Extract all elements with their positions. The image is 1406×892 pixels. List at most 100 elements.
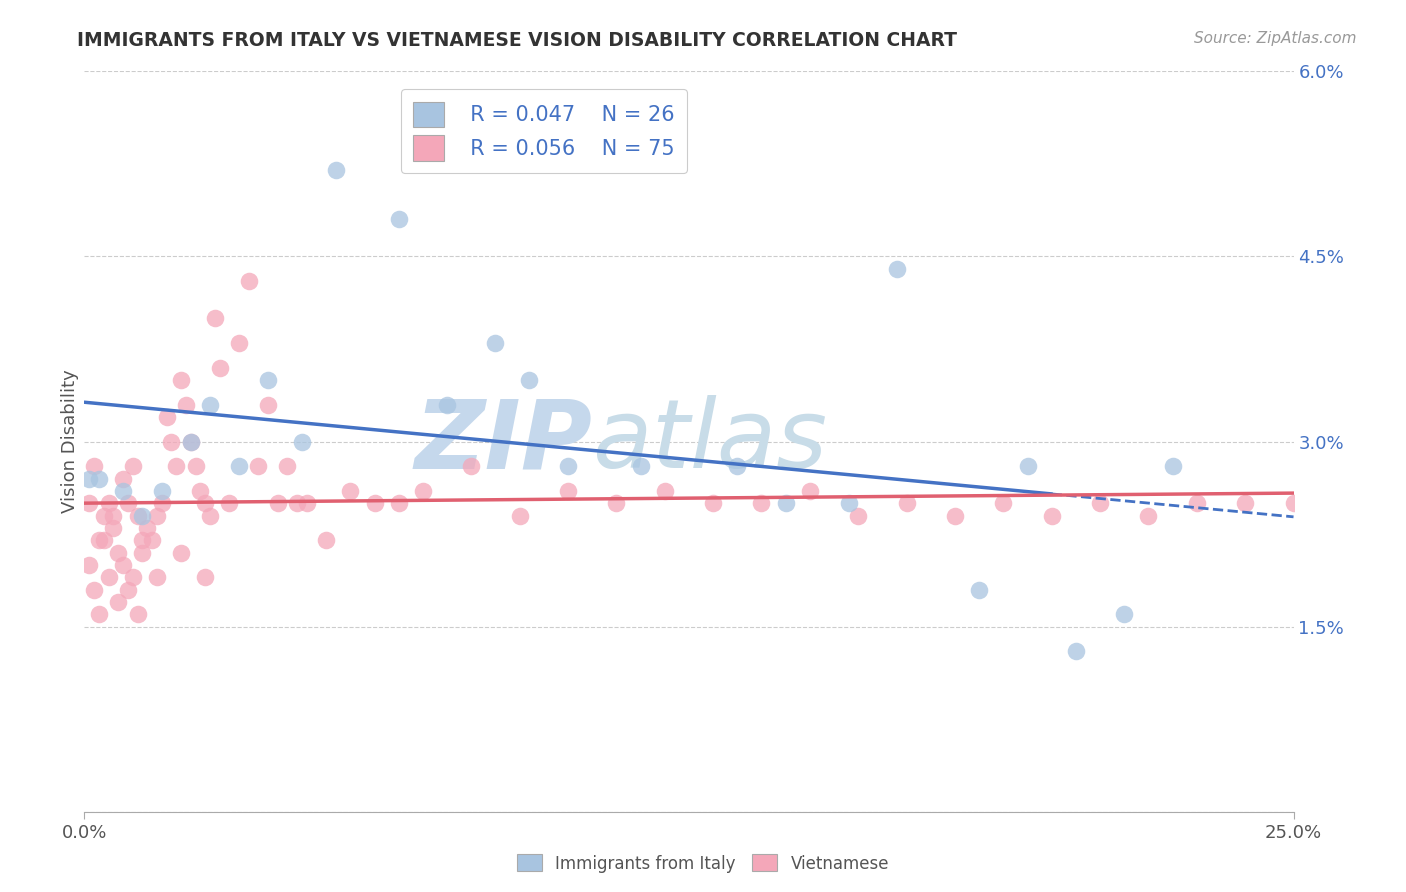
Point xyxy=(654,483,676,498)
Point xyxy=(460,459,482,474)
Point xyxy=(363,496,385,510)
Point xyxy=(127,607,149,622)
Point xyxy=(557,459,579,474)
Point xyxy=(557,483,579,498)
Point xyxy=(285,496,308,510)
Point xyxy=(1137,508,1160,523)
Point xyxy=(1161,459,1184,474)
Point xyxy=(204,311,226,326)
Point xyxy=(267,496,290,510)
Point xyxy=(198,398,221,412)
Point xyxy=(412,483,434,498)
Point xyxy=(1064,644,1087,658)
Point xyxy=(1040,508,1063,523)
Point xyxy=(388,212,411,227)
Point xyxy=(198,508,221,523)
Point xyxy=(103,521,125,535)
Point xyxy=(388,496,411,510)
Point xyxy=(121,459,143,474)
Point xyxy=(160,434,183,449)
Point xyxy=(295,496,318,510)
Point xyxy=(257,373,280,387)
Y-axis label: Vision Disability: Vision Disability xyxy=(62,369,80,514)
Point xyxy=(725,459,748,474)
Text: ZIP: ZIP xyxy=(415,395,592,488)
Point xyxy=(238,274,260,288)
Point xyxy=(112,471,135,485)
Point xyxy=(276,459,298,474)
Point xyxy=(1234,496,1257,510)
Point xyxy=(218,496,240,510)
Point xyxy=(117,496,139,510)
Point xyxy=(484,335,506,350)
Point xyxy=(1185,496,1208,510)
Point xyxy=(165,459,187,474)
Legend: Immigrants from Italy, Vietnamese: Immigrants from Italy, Vietnamese xyxy=(510,847,896,880)
Point xyxy=(146,570,169,584)
Point xyxy=(799,483,821,498)
Point xyxy=(291,434,314,449)
Point xyxy=(107,595,129,609)
Point xyxy=(93,508,115,523)
Point xyxy=(838,496,860,510)
Point xyxy=(141,533,163,548)
Point xyxy=(943,508,966,523)
Point xyxy=(184,459,207,474)
Point xyxy=(228,459,250,474)
Point xyxy=(194,496,217,510)
Point xyxy=(170,373,193,387)
Text: Source: ZipAtlas.com: Source: ZipAtlas.com xyxy=(1194,31,1357,46)
Point xyxy=(150,483,173,498)
Point xyxy=(846,508,869,523)
Point xyxy=(967,582,990,597)
Point xyxy=(325,163,347,178)
Point xyxy=(247,459,270,474)
Point xyxy=(886,261,908,276)
Point xyxy=(112,558,135,572)
Point xyxy=(103,508,125,523)
Point xyxy=(83,459,105,474)
Point xyxy=(509,508,531,523)
Text: IMMIGRANTS FROM ITALY VS VIETNAMESE VISION DISABILITY CORRELATION CHART: IMMIGRANTS FROM ITALY VS VIETNAMESE VISI… xyxy=(77,31,957,50)
Point xyxy=(77,496,100,510)
Point xyxy=(117,582,139,597)
Point xyxy=(436,398,458,412)
Point xyxy=(180,434,202,449)
Point xyxy=(93,533,115,548)
Point xyxy=(174,398,197,412)
Point xyxy=(751,496,773,510)
Point xyxy=(517,373,540,387)
Point xyxy=(775,496,797,510)
Point xyxy=(605,496,627,510)
Point xyxy=(77,558,100,572)
Point xyxy=(180,434,202,449)
Point xyxy=(127,508,149,523)
Point xyxy=(257,398,280,412)
Point xyxy=(87,471,110,485)
Point xyxy=(630,459,652,474)
Point xyxy=(194,570,217,584)
Text: atlas: atlas xyxy=(592,395,827,488)
Point xyxy=(97,496,120,510)
Point xyxy=(208,360,231,375)
Point xyxy=(702,496,724,510)
Point xyxy=(150,496,173,510)
Point xyxy=(131,508,153,523)
Point xyxy=(1088,496,1111,510)
Point xyxy=(131,533,153,548)
Point xyxy=(315,533,337,548)
Point xyxy=(896,496,918,510)
Legend:   R = 0.047    N = 26,   R = 0.056    N = 75: R = 0.047 N = 26, R = 0.056 N = 75 xyxy=(401,89,688,173)
Point xyxy=(1282,496,1305,510)
Point xyxy=(87,607,110,622)
Point xyxy=(146,508,169,523)
Point xyxy=(136,521,159,535)
Point xyxy=(131,545,153,560)
Point xyxy=(112,483,135,498)
Point xyxy=(1017,459,1039,474)
Point xyxy=(107,545,129,560)
Point xyxy=(97,570,120,584)
Point xyxy=(87,533,110,548)
Point xyxy=(155,409,177,424)
Point xyxy=(228,335,250,350)
